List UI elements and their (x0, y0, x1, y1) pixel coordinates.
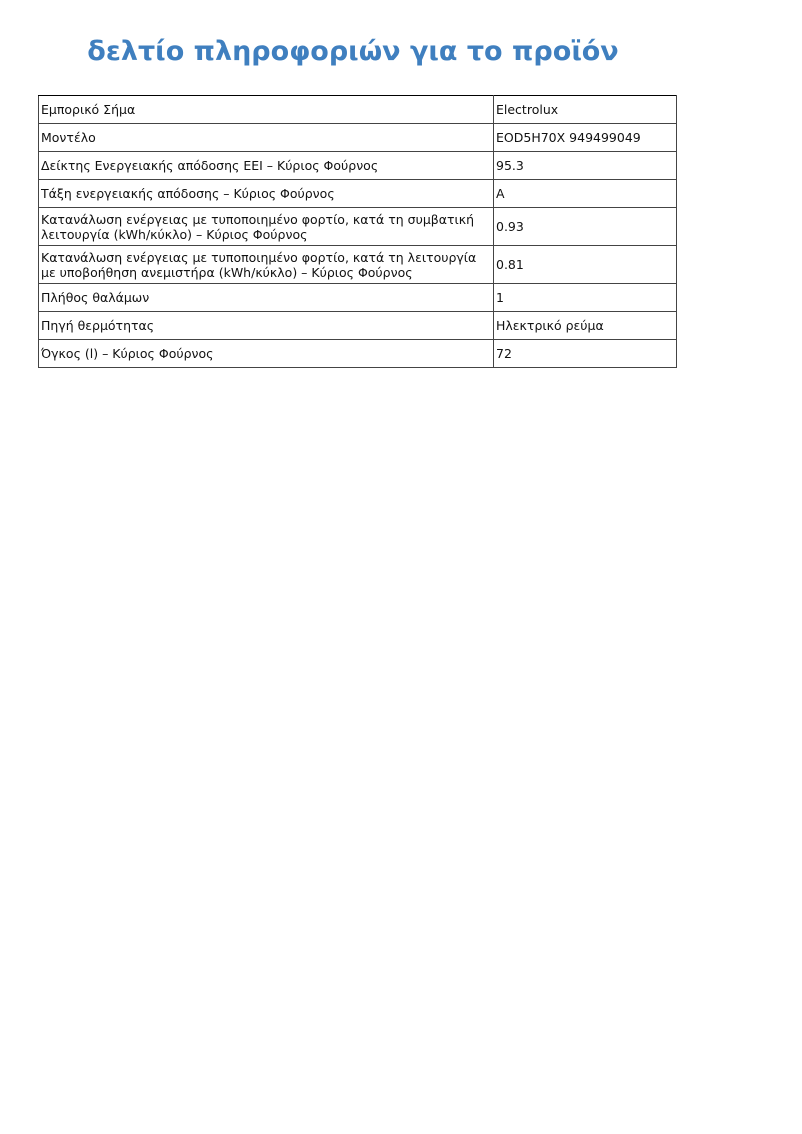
row-value: Ηλεκτρικό ρεύμα (493, 311, 677, 340)
row-label: Όγκος (l) – Κύριος Φούρνος (38, 339, 494, 368)
table-row: Μοντέλο EOD5H70X 949499049 (38, 123, 677, 152)
row-value: A (493, 179, 677, 208)
row-label: Δείκτης Ενεργειακής απόδοσης EEI – Κύριο… (38, 151, 494, 180)
row-label: Πλήθος θαλάμων (38, 283, 494, 312)
row-label: Μοντέλο (38, 123, 494, 152)
table-row: Τάξη ενεργειακής απόδοσης – Κύριος Φούρν… (38, 179, 677, 208)
table-row: Δείκτης Ενεργειακής απόδοσης EEI – Κύριο… (38, 151, 677, 180)
row-value: 0.81 (493, 245, 677, 284)
table-row: Κατανάλωση ενέργειας με τυποποιημένο φορ… (38, 207, 677, 246)
row-label: Τάξη ενεργειακής απόδοσης – Κύριος Φούρν… (38, 179, 494, 208)
row-label: Κατανάλωση ενέργειας με τυποποιημένο φορ… (38, 207, 494, 246)
page-title: δελτίο πληροφοριών για το προϊόν (87, 36, 619, 67)
row-value: EOD5H70X 949499049 (493, 123, 677, 152)
product-info-table: Εμπορικό Σήμα Electrolux Μοντέλο EOD5H70X 9… (38, 95, 677, 368)
row-value: Electrolux (493, 95, 677, 124)
table-row: Πλήθος θαλάμων 1 (38, 283, 677, 312)
row-label: Πηγή θερμότητας (38, 311, 494, 340)
row-value: 72 (493, 339, 677, 368)
table-row: Εμπορικό Σήμα Electrolux (38, 95, 677, 124)
row-value: 95.3 (493, 151, 677, 180)
row-value: 0.93 (493, 207, 677, 246)
row-value: 1 (493, 283, 677, 312)
table-row: Όγκος (l) – Κύριος Φούρνος 72 (38, 339, 677, 368)
table-row: Κατανάλωση ενέργειας με τυποποιημένο φορ… (38, 245, 677, 284)
row-label: Εμπορικό Σήμα (38, 95, 494, 124)
table-row: Πηγή θερμότητας Ηλεκτρικό ρεύμα (38, 311, 677, 340)
row-label: Κατανάλωση ενέργειας με τυποποιημένο φορ… (38, 245, 494, 284)
